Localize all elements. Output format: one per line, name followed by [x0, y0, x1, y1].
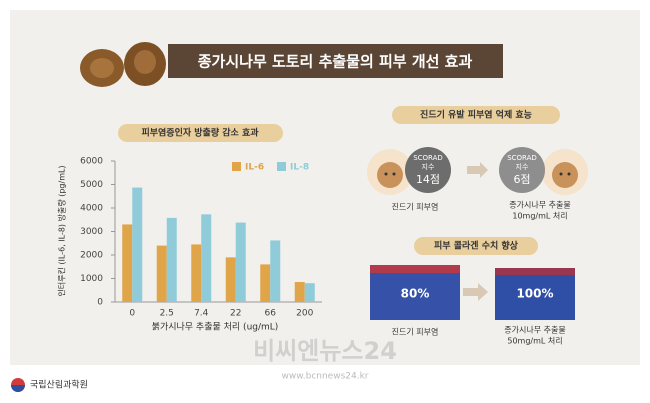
x-tick-label: 7.4 [194, 309, 209, 319]
x-tick-label: 0 [129, 309, 135, 319]
title-banner [168, 44, 503, 78]
legend-swatch [277, 162, 286, 171]
panel-title-pill [414, 237, 538, 255]
y-tick-label: 3000 [80, 227, 103, 237]
bar [201, 214, 212, 302]
logo [11, 378, 25, 392]
y-axis-label: 인터루킨 (IL-6, IL-8) 방출량 (pg/mL) [57, 165, 67, 296]
bar [225, 257, 236, 302]
y-tick-label: 4000 [80, 204, 103, 214]
bar [156, 245, 167, 302]
chart-title: 피부염증인자 방출량 감소 효과 [141, 127, 259, 139]
index-name: SCORAD [507, 154, 537, 162]
tissue-images [370, 265, 575, 320]
score: 14점 [416, 173, 440, 186]
y-tick-label: 5000 [80, 180, 103, 190]
caption: 진드기 피부염 [392, 327, 439, 337]
x-axis-label: 붉가시나무 추출물 처리 (ug/mL) [152, 321, 279, 333]
bar-chart: 0 1000 2000 3000 4000 5000 6000 0 2.5 7.4 22 66 200 I… [80, 157, 322, 319]
bar [166, 217, 177, 302]
legend-label: IL-8 [290, 163, 309, 173]
watermark: 비씨엔뉴스24 [253, 337, 397, 365]
panel-title: 진드기 유발 피부염 억제 효능 [420, 109, 532, 121]
chart-title-pill [118, 124, 283, 142]
panel-title: 피부 콜라겐 수치 향상 [434, 240, 519, 252]
y-tick-label: 2000 [80, 251, 103, 261]
watermark-url: www.bcnnews24.kr [282, 372, 369, 382]
bar [304, 283, 315, 302]
legend-swatch [232, 162, 241, 171]
organization: 국립산림과학원 [30, 379, 88, 391]
bar [191, 244, 202, 302]
dog-icons [367, 147, 588, 195]
caption: 진드기 피부염 [392, 202, 439, 212]
bar [122, 224, 133, 302]
caption: 10mg/mL 처리 [512, 212, 567, 221]
legend-label: IL-6 [245, 163, 264, 173]
bar [294, 282, 305, 302]
index-unit: 지수 [422, 162, 435, 171]
x-tick-label: 66 [265, 309, 277, 319]
collagen-value: 100% [516, 287, 553, 301]
score: 6점 [513, 173, 530, 186]
panel-title-pill [392, 106, 560, 124]
bar [270, 240, 281, 302]
caption: 종가시나무 추출물 [504, 325, 565, 335]
acorns [80, 42, 166, 87]
collagen-value: 80% [401, 287, 430, 301]
caption: 50mg/mL 처리 [507, 337, 562, 346]
x-tick-label: 200 [296, 309, 313, 319]
y-tick-label: 0 [97, 298, 103, 308]
bar [260, 264, 271, 302]
index-name: SCORAD [413, 154, 443, 162]
y-tick-label: 6000 [80, 157, 103, 167]
title: 종가시나무 도토리 추출물의 피부 개선 효과 [198, 53, 473, 71]
y-tick-label: 1000 [80, 274, 103, 284]
bar [235, 222, 246, 302]
x-tick-label: 2.5 [160, 309, 174, 319]
bar [132, 187, 143, 302]
caption: 종가시나무 추출물 [509, 200, 570, 210]
x-tick-label: 22 [230, 309, 241, 319]
index-unit: 지수 [516, 162, 529, 171]
